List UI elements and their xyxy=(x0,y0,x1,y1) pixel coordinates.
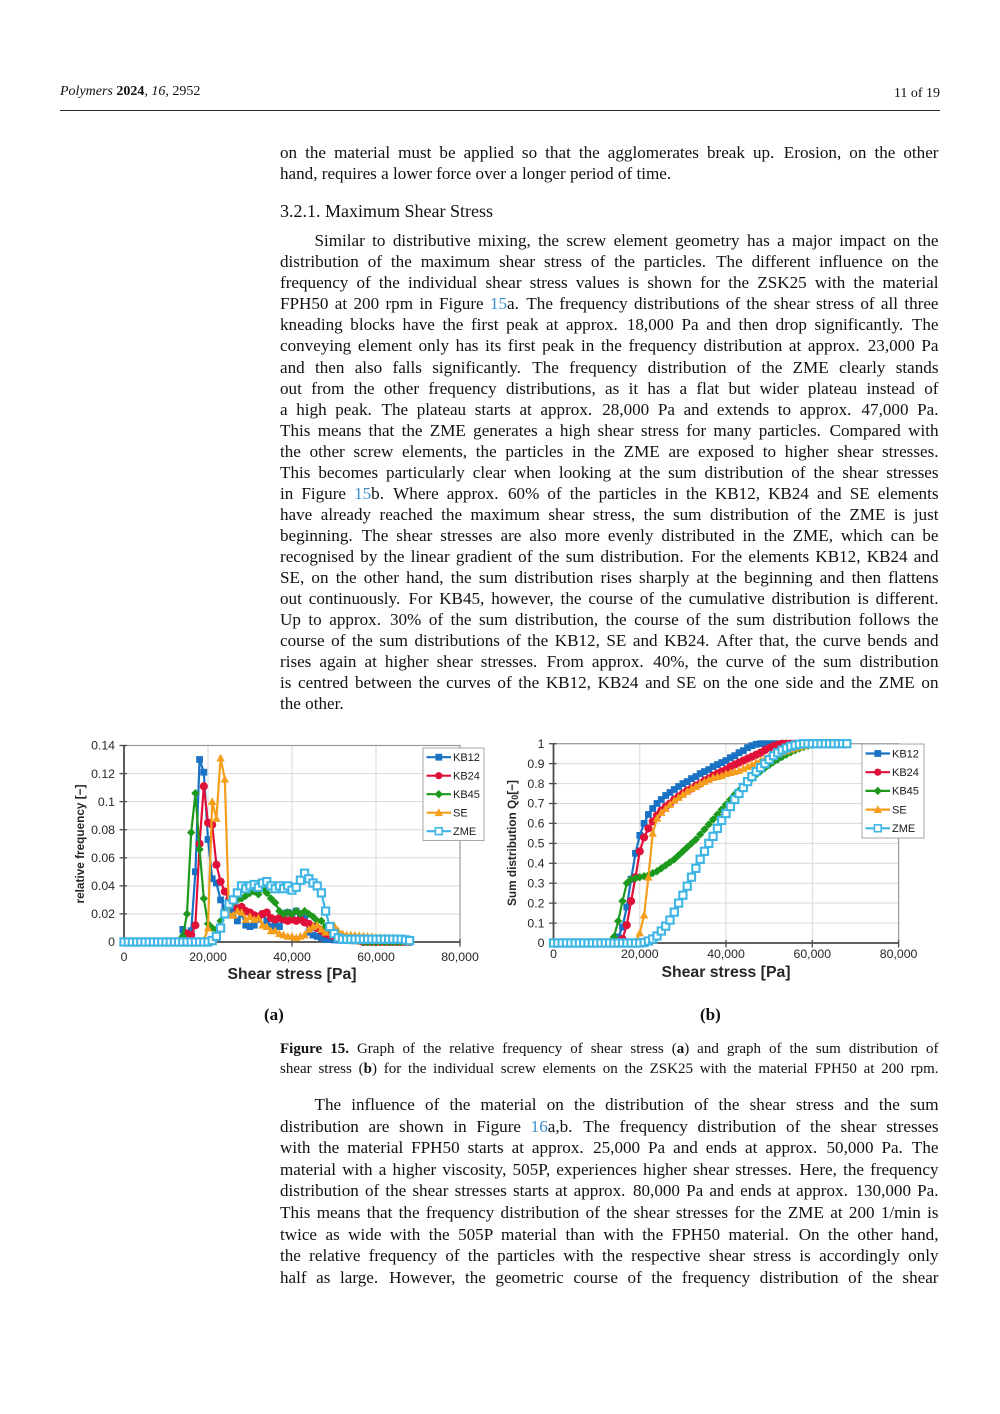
svg-text:0.4: 0.4 xyxy=(527,857,544,871)
svg-text:20,000: 20,000 xyxy=(189,950,227,964)
svg-text:0.08: 0.08 xyxy=(91,823,115,837)
svg-text:0.5: 0.5 xyxy=(527,837,544,851)
svg-text:SE: SE xyxy=(453,808,468,820)
svg-text:0.6: 0.6 xyxy=(527,817,544,831)
svg-text:0.14: 0.14 xyxy=(91,739,115,753)
svg-text:0.12: 0.12 xyxy=(91,767,115,781)
svg-text:0.02: 0.02 xyxy=(91,907,115,921)
svg-text:0.1: 0.1 xyxy=(527,916,544,930)
svg-text:0.06: 0.06 xyxy=(91,851,115,865)
svg-text:1: 1 xyxy=(538,737,545,751)
svg-text:0.7: 0.7 xyxy=(527,797,544,811)
svg-text:KB12: KB12 xyxy=(453,752,480,764)
svg-text:0.9: 0.9 xyxy=(527,757,544,771)
svg-text:60,000: 60,000 xyxy=(357,950,395,964)
svg-text:Sum distribution Q0[−]: Sum distribution Q0[−] xyxy=(505,780,520,906)
svg-text:80,000: 80,000 xyxy=(880,947,918,961)
svg-text:0.2: 0.2 xyxy=(527,896,544,910)
svg-text:SE: SE xyxy=(892,804,907,816)
svg-text:20,000: 20,000 xyxy=(621,947,659,961)
svg-text:0: 0 xyxy=(121,950,128,964)
svg-text:0: 0 xyxy=(538,936,545,950)
svg-text:0: 0 xyxy=(108,935,115,949)
svg-text:0.04: 0.04 xyxy=(91,879,115,893)
svg-text:60,000: 60,000 xyxy=(793,947,831,961)
svg-text:KB45: KB45 xyxy=(892,786,919,798)
svg-text:0.1: 0.1 xyxy=(98,795,115,809)
svg-text:KB12: KB12 xyxy=(892,748,919,760)
svg-text:ZME: ZME xyxy=(892,823,915,835)
svg-text:0.8: 0.8 xyxy=(527,777,544,791)
svg-text:40,000: 40,000 xyxy=(273,950,311,964)
svg-text:Shear stress [Pa]: Shear stress [Pa] xyxy=(227,966,356,983)
svg-text:80,000: 80,000 xyxy=(441,950,479,964)
svg-text:0: 0 xyxy=(550,947,557,961)
svg-text:ZME: ZME xyxy=(453,826,476,838)
svg-text:relative frequency [−]: relative frequency [−] xyxy=(73,784,87,903)
svg-text:Shear stress [Pa]: Shear stress [Pa] xyxy=(661,964,790,981)
svg-text:40,000: 40,000 xyxy=(707,947,745,961)
svg-text:KB24: KB24 xyxy=(453,771,480,783)
svg-text:0.3: 0.3 xyxy=(527,876,544,890)
svg-text:KB24: KB24 xyxy=(892,767,919,779)
svg-text:KB45: KB45 xyxy=(453,789,480,801)
